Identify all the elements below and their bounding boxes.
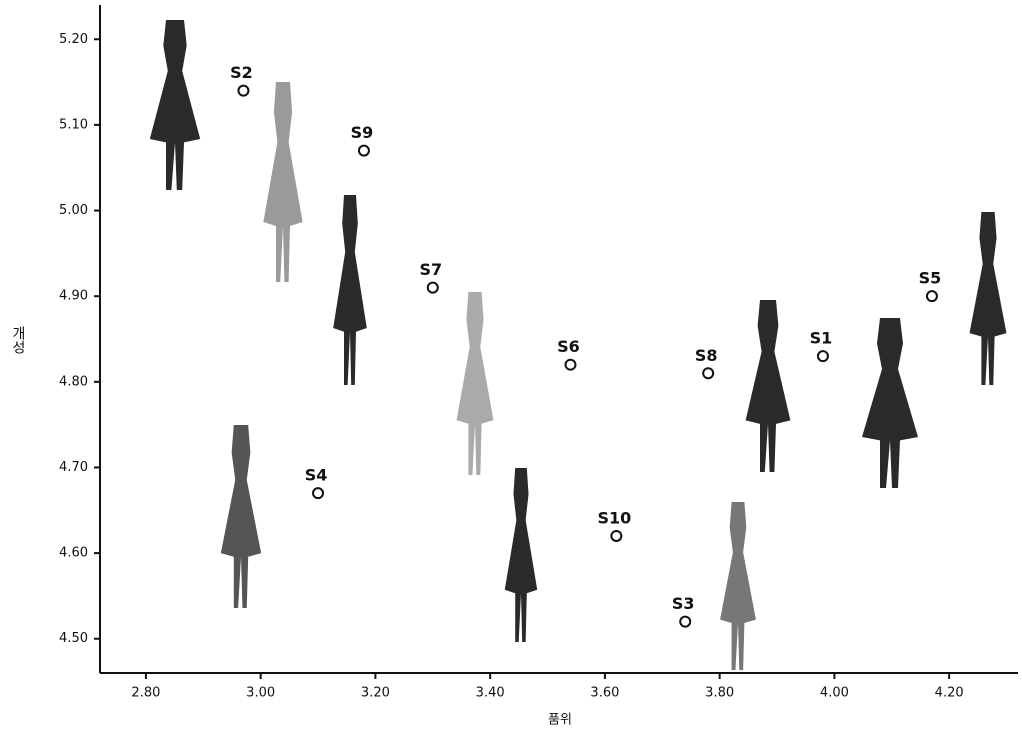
y-tick-label: 4.80 (59, 374, 88, 389)
point (357, 144, 370, 157)
point-label: S6 (557, 337, 580, 356)
point-label: S10 (597, 508, 631, 527)
y-tick-label: 5.00 (59, 203, 88, 218)
point (816, 350, 829, 363)
point (610, 529, 623, 542)
x-tick-label: 3.80 (705, 686, 734, 701)
point (564, 358, 577, 371)
point-label: S7 (419, 260, 442, 279)
x-tick-label: 3.00 (246, 686, 275, 701)
point (237, 84, 250, 97)
y-axis-title: 개성 (10, 326, 26, 354)
point-label: S2 (230, 63, 253, 82)
y-tick-label: 5.10 (59, 117, 88, 132)
point-label: S8 (695, 346, 718, 365)
y-tick-label: 4.70 (59, 460, 88, 475)
x-tick-label: 3.20 (361, 686, 390, 701)
x-tick-label: 3.40 (476, 686, 505, 701)
x-tick-label: 2.80 (131, 686, 160, 701)
y-tick-label: 4.50 (59, 631, 88, 646)
x-axis-title: 품위 (548, 713, 572, 728)
point (702, 367, 715, 380)
dress-image (720, 502, 756, 670)
point-label: S9 (351, 123, 374, 142)
point-label: S5 (919, 269, 942, 288)
point-label: S4 (305, 466, 328, 485)
dress-image (149, 20, 201, 190)
point (426, 281, 439, 294)
dress-image (504, 468, 538, 642)
y-tick-label: 4.90 (59, 289, 88, 304)
y-tick-label: 5.20 (59, 32, 88, 47)
point (925, 290, 938, 303)
x-tick-label: 3.60 (590, 686, 619, 701)
dress-image (862, 318, 918, 488)
dress-image (969, 212, 1007, 385)
x-tick-label: 4.20 (935, 686, 964, 701)
point (679, 615, 692, 628)
dress-image (456, 292, 494, 475)
point-label: S1 (810, 329, 833, 348)
point (312, 487, 325, 500)
x-tick-label: 4.00 (820, 686, 849, 701)
y-tick-label: 4.60 (59, 546, 88, 561)
dress-image (745, 300, 791, 472)
point-label: S3 (672, 594, 695, 613)
dress-image (263, 82, 303, 282)
dress-image (333, 195, 367, 385)
dress-image (220, 425, 262, 608)
